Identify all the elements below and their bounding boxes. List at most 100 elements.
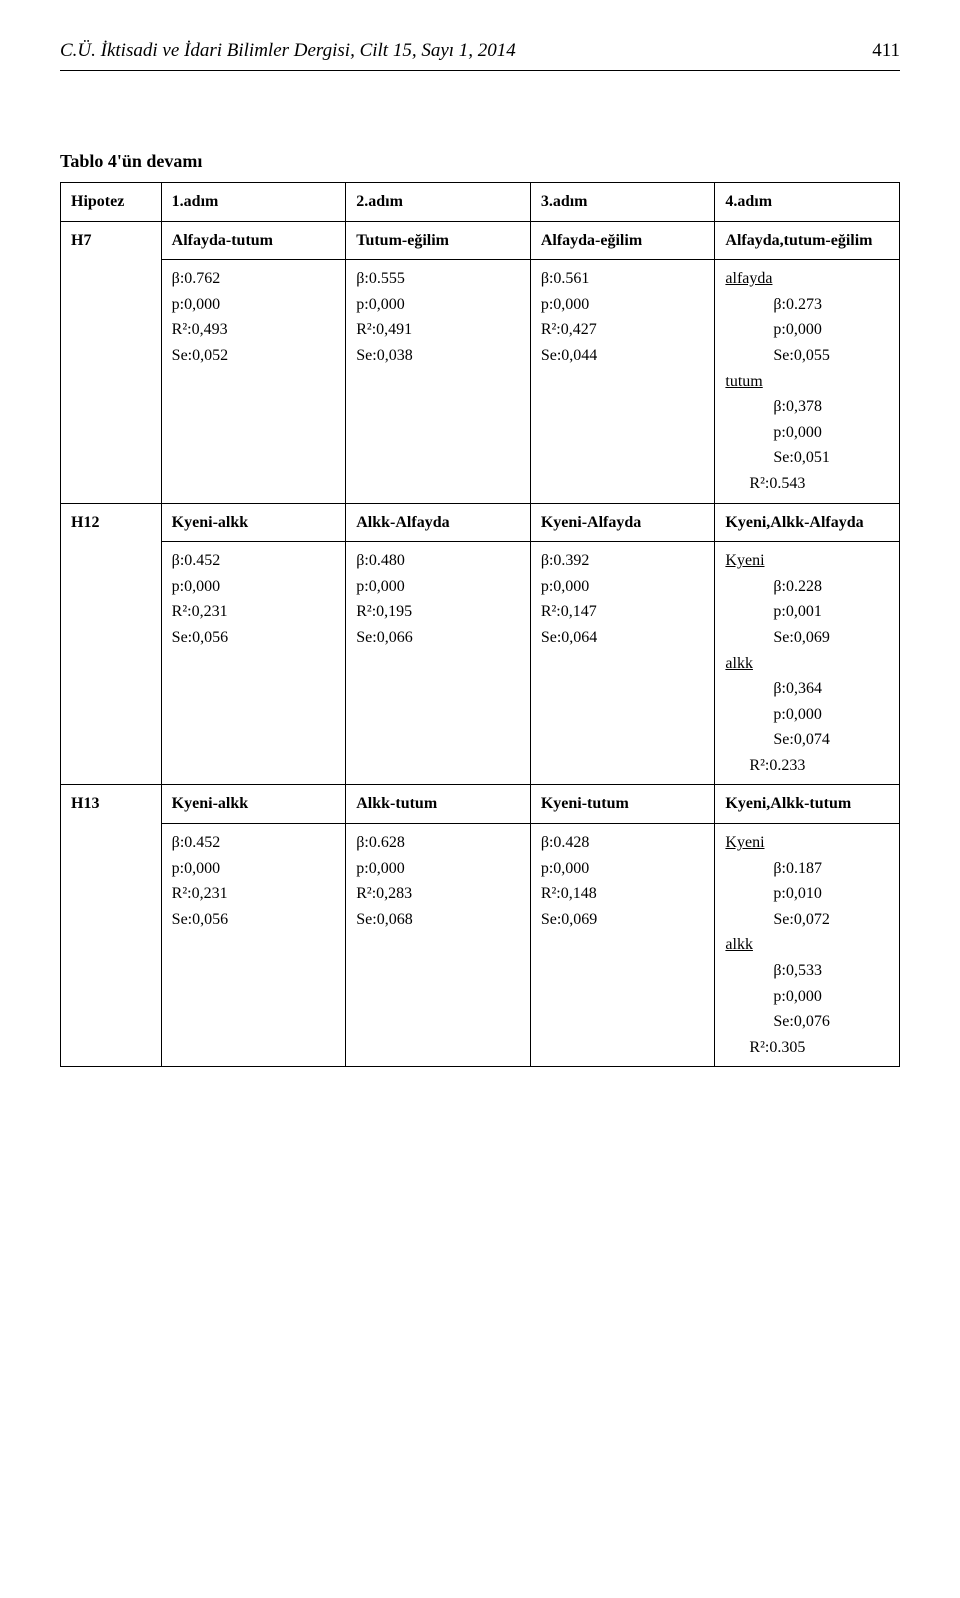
h7-c4-g2-beta: β:0,378 <box>725 394 889 420</box>
h12-c4-g1-beta: β:0.228 <box>725 574 889 600</box>
h13-c1-beta: β:0.452 <box>172 830 336 856</box>
h7-c3-p: p:0,000 <box>541 292 705 318</box>
h7-c3-r2: R²:0,427 <box>541 317 705 343</box>
h13-c4-g2-beta: β:0,533 <box>725 958 889 984</box>
h7-c1-p: p:0,000 <box>172 292 336 318</box>
h13-data-row: β:0.452 p:0,000 R²:0,231 Se:0,056 β:0.62… <box>61 824 900 1067</box>
h13-label-row: H13 Kyeni-alkk Alkk-tutum Kyeni-tutum Ky… <box>61 785 900 824</box>
h13-c3-p: p:0,000 <box>541 856 705 882</box>
h7-c4-g1name: alfayda <box>725 266 889 292</box>
h12-id: H12 <box>71 514 99 531</box>
h7-c4: alfayda β:0.273 p:0,000 Se:0,055 tutum β… <box>715 260 900 503</box>
h13-id-cell: H13 <box>61 785 162 1067</box>
h7-c1: β:0.762 p:0,000 R²:0,493 Se:0,052 <box>161 260 346 503</box>
h13-c2: β:0.628 p:0,000 R²:0,283 Se:0,068 <box>346 824 531 1067</box>
h7-c1-beta: β:0.762 <box>172 266 336 292</box>
page-number: 411 <box>872 40 900 62</box>
stats-table: Hipotez 1.adım 2.adım 3.adım 4.adım H7 A… <box>60 182 900 1067</box>
h12-c2-beta: β:0.480 <box>356 548 520 574</box>
table-caption: Tablo 4'ün devamı <box>60 151 900 172</box>
h12-c3-se: Se:0,064 <box>541 625 705 651</box>
h13-c4-g2-p: p:0,000 <box>725 984 889 1010</box>
h12-c4-g1-p: p:0,001 <box>725 599 889 625</box>
h7-c2-beta: β:0.555 <box>356 266 520 292</box>
h7-c4-g2name: tutum <box>725 369 889 395</box>
h12-c4-g2name: alkk <box>725 651 889 677</box>
h12-c2-se: Se:0,066 <box>356 625 520 651</box>
col-step3: 3.adım <box>530 183 715 222</box>
h7-id: H7 <box>71 232 91 249</box>
h13-c4-r2: R²:0.305 <box>725 1035 889 1061</box>
h12-c1-se: Se:0,056 <box>172 625 336 651</box>
h12-c1-beta: β:0.452 <box>172 548 336 574</box>
h7-c1-r2: R²:0,493 <box>172 317 336 343</box>
h13-c4-g1-beta: β:0.187 <box>725 856 889 882</box>
h7-c3-se: Se:0,044 <box>541 343 705 369</box>
h7-c2-r2: R²:0,491 <box>356 317 520 343</box>
col-hipotez: Hipotez <box>61 183 162 222</box>
h13-c4-g2-se: Se:0,076 <box>725 1009 889 1035</box>
h7-c4-r2: R²:0.543 <box>725 471 889 497</box>
h12-c4-g2-beta: β:0,364 <box>725 676 889 702</box>
h12-lbl-c1: Kyeni-alkk <box>161 503 346 542</box>
h13-c3: β:0.428 p:0,000 R²:0,148 Se:0,069 <box>530 824 715 1067</box>
h12-c4: Kyeni β:0.228 p:0,001 Se:0,069 alkk β:0,… <box>715 542 900 785</box>
h13-lbl-c4: Kyeni,Alkk-tutum <box>715 785 900 824</box>
h13-c4-g1-se: Se:0,072 <box>725 907 889 933</box>
col-step2: 2.adım <box>346 183 531 222</box>
col-step4: 4.adım <box>715 183 900 222</box>
h7-label-row: H7 Alfayda-tutum Tutum-eğilim Alfayda-eğ… <box>61 221 900 260</box>
h12-c3: β:0.392 p:0,000 R²:0,147 Se:0,064 <box>530 542 715 785</box>
h7-c3: β:0.561 p:0,000 R²:0,427 Se:0,044 <box>530 260 715 503</box>
h13-lbl-c2: Alkk-tutum <box>346 785 531 824</box>
h12-c3-p: p:0,000 <box>541 574 705 600</box>
h12-c4-g2-se: Se:0,074 <box>725 727 889 753</box>
h13-c1-se: Se:0,056 <box>172 907 336 933</box>
h7-c2-se: Se:0,038 <box>356 343 520 369</box>
h13-c3-se: Se:0,069 <box>541 907 705 933</box>
h13-c4-g2name: alkk <box>725 932 889 958</box>
h12-c2-r2: R²:0,195 <box>356 599 520 625</box>
h13-c2-p: p:0,000 <box>356 856 520 882</box>
h12-c1: β:0.452 p:0,000 R²:0,231 Se:0,056 <box>161 542 346 785</box>
h13-c3-r2: R²:0,148 <box>541 881 705 907</box>
h7-lbl-c3: Alfayda-eğilim <box>530 221 715 260</box>
h12-c2: β:0.480 p:0,000 R²:0,195 Se:0,066 <box>346 542 531 785</box>
h12-c3-beta: β:0.392 <box>541 548 705 574</box>
h13-c2-r2: R²:0,283 <box>356 881 520 907</box>
h13-c2-beta: β:0.628 <box>356 830 520 856</box>
h7-c2-p: p:0,000 <box>356 292 520 318</box>
h12-lbl-c4: Kyeni,Alkk-Alfayda <box>715 503 900 542</box>
h13-c1-r2: R²:0,231 <box>172 881 336 907</box>
h12-c4-r2: R²:0.233 <box>725 753 889 779</box>
h7-lbl-c1: Alfayda-tutum <box>161 221 346 260</box>
table-header-row: Hipotez 1.adım 2.adım 3.adım 4.adım <box>61 183 900 222</box>
col-step1: 1.adım <box>161 183 346 222</box>
h13-c1: β:0.452 p:0,000 R²:0,231 Se:0,056 <box>161 824 346 1067</box>
h13-id: H13 <box>71 795 99 812</box>
journal-title: C.Ü. İktisadi ve İdari Bilimler Dergisi,… <box>60 40 516 62</box>
h7-lbl-c2: Tutum-eğilim <box>346 221 531 260</box>
h7-c4-g2-se: Se:0,051 <box>725 445 889 471</box>
h7-c3-beta: β:0.561 <box>541 266 705 292</box>
h12-lbl-c2: Alkk-Alfayda <box>346 503 531 542</box>
h13-lbl-c3: Kyeni-tutum <box>530 785 715 824</box>
h12-data-row: β:0.452 p:0,000 R²:0,231 Se:0,056 β:0.48… <box>61 542 900 785</box>
h7-data-row: β:0.762 p:0,000 R²:0,493 Se:0,052 β:0.55… <box>61 260 900 503</box>
h7-c4-g1-beta: β:0.273 <box>725 292 889 318</box>
h7-c4-g1-se: Se:0,055 <box>725 343 889 369</box>
h13-c1-p: p:0,000 <box>172 856 336 882</box>
page-header: C.Ü. İktisadi ve İdari Bilimler Dergisi,… <box>60 40 900 71</box>
h12-c4-g2-p: p:0,000 <box>725 702 889 728</box>
h7-c4-g1-p: p:0,000 <box>725 317 889 343</box>
h12-c4-g1-se: Se:0,069 <box>725 625 889 651</box>
h13-lbl-c1: Kyeni-alkk <box>161 785 346 824</box>
h13-c4-g1-p: p:0,010 <box>725 881 889 907</box>
h7-id-cell: H7 <box>61 221 162 503</box>
h13-c4: Kyeni β:0.187 p:0,010 Se:0,072 alkk β:0,… <box>715 824 900 1067</box>
h7-lbl-c4: Alfayda,tutum-eğilim <box>715 221 900 260</box>
h12-c2-p: p:0,000 <box>356 574 520 600</box>
h12-c3-r2: R²:0,147 <box>541 599 705 625</box>
h12-lbl-c3: Kyeni-Alfayda <box>530 503 715 542</box>
h7-c2: β:0.555 p:0,000 R²:0,491 Se:0,038 <box>346 260 531 503</box>
